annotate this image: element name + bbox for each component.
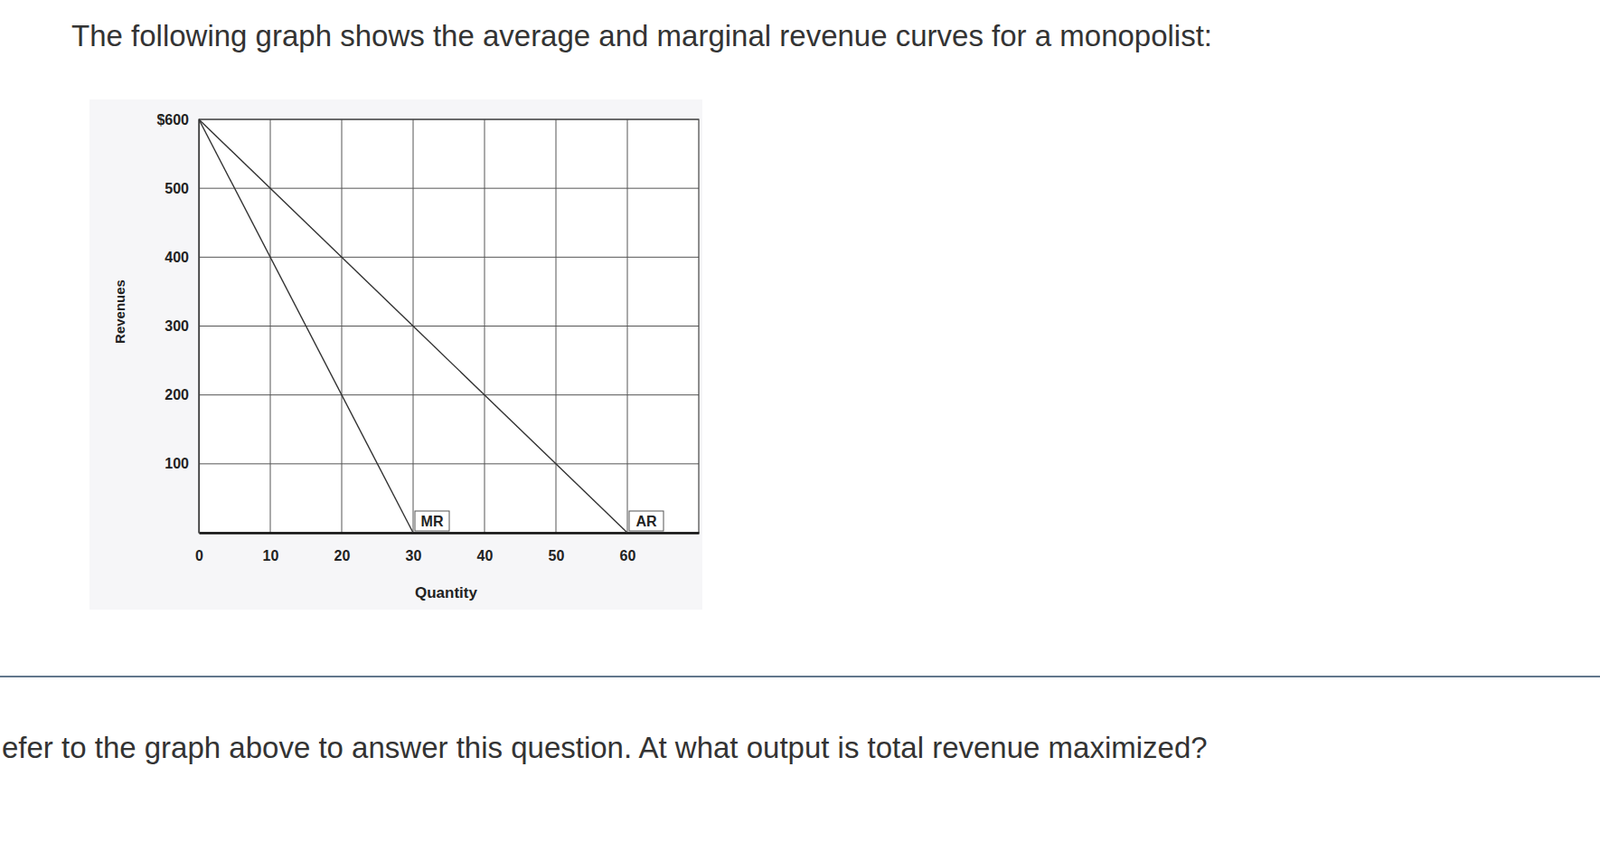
y-grid-line xyxy=(198,325,699,327)
x-tick-label: 10 xyxy=(263,547,280,564)
y-tick-label: 500 xyxy=(164,180,189,197)
grid xyxy=(198,119,699,533)
x-tick: 20 xyxy=(334,532,351,564)
x-tick: 30 xyxy=(405,532,423,564)
x-tick-label: 30 xyxy=(405,547,423,564)
chart-panel xyxy=(89,99,703,610)
y-axis-title: Revenues xyxy=(112,279,128,344)
series-label-text: AR xyxy=(635,513,658,529)
series-label: MR xyxy=(414,510,450,531)
y-tick-label: $600 xyxy=(156,112,189,128)
x-axis: 0 10 20 30 40 50 60 xyxy=(195,532,699,564)
series-labels: MR AR xyxy=(414,510,664,531)
question-text: efer to the graph above to answer this q… xyxy=(1,730,1208,764)
y-tick: 100 xyxy=(164,455,199,471)
y-grid-line xyxy=(198,256,699,258)
x-tick-label: 40 xyxy=(477,547,494,564)
x-tick-label: 50 xyxy=(548,547,565,564)
y-grid-line xyxy=(198,462,699,464)
x-tick-label: 20 xyxy=(334,547,351,564)
y-tick-label: 200 xyxy=(164,386,189,403)
series-line xyxy=(198,119,414,533)
series-label: AR xyxy=(629,510,664,531)
y-axis-line xyxy=(198,120,200,534)
plot-area xyxy=(198,119,699,533)
y-tick: 400 xyxy=(164,249,199,265)
x-tick: 60 xyxy=(620,532,637,564)
series-lines xyxy=(198,119,628,533)
y-tick: $600 xyxy=(156,112,199,128)
x-tick: 50 xyxy=(548,532,565,564)
intro-text: The following graph shows the average an… xyxy=(71,18,1213,53)
y-axis: 100 200 300 400 500 $600 xyxy=(156,112,199,534)
y-tick: 200 xyxy=(164,386,199,403)
series-line xyxy=(198,119,628,533)
x-tick-label: 60 xyxy=(620,547,637,564)
x-tick: 0 xyxy=(195,532,204,564)
x-axis-title: Quantity xyxy=(414,583,478,602)
y-tick: 500 xyxy=(164,180,199,197)
x-tick: 10 xyxy=(263,532,280,564)
y-tick: 300 xyxy=(164,318,199,334)
y-grid-line xyxy=(198,394,699,396)
y-tick-label: 100 xyxy=(164,455,189,471)
y-tick-label: 300 xyxy=(164,318,189,334)
y-tick-label: 400 xyxy=(164,249,189,265)
series-label-box xyxy=(414,510,450,531)
series-label-box xyxy=(629,510,664,531)
page: The following graph shows the average an… xyxy=(0,0,1600,852)
plot-frame xyxy=(198,119,699,533)
y-grid-line xyxy=(198,188,699,189)
divider xyxy=(0,675,1600,678)
x-tick-label: 0 xyxy=(195,547,204,564)
x-tick: 40 xyxy=(477,532,494,564)
series-label-text: MR xyxy=(421,513,444,529)
x-axis-line xyxy=(199,531,700,535)
